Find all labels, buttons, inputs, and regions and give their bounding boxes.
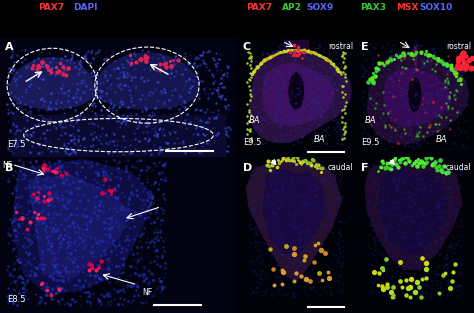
Text: SOX9: SOX9 <box>307 3 334 12</box>
Text: F: F <box>361 163 369 173</box>
Text: E9.5: E9.5 <box>243 138 261 147</box>
Text: caudal: caudal <box>446 163 472 172</box>
Text: C: C <box>243 42 251 52</box>
Polygon shape <box>28 175 130 279</box>
Text: PAX7: PAX7 <box>38 3 64 12</box>
Text: caudal: caudal <box>328 163 353 172</box>
Text: NF: NF <box>142 288 152 297</box>
Polygon shape <box>263 169 326 254</box>
Polygon shape <box>368 52 468 144</box>
Text: rostral: rostral <box>447 42 472 51</box>
Polygon shape <box>12 115 225 156</box>
Polygon shape <box>250 49 351 142</box>
Text: A: A <box>5 42 13 52</box>
Polygon shape <box>12 160 154 294</box>
Polygon shape <box>263 64 334 126</box>
Text: PAX3: PAX3 <box>360 3 386 12</box>
Polygon shape <box>95 53 199 109</box>
Text: MSX: MSX <box>396 3 418 12</box>
Polygon shape <box>9 58 95 109</box>
Text: AP2: AP2 <box>282 3 302 12</box>
Text: BA: BA <box>365 116 376 125</box>
Text: B: B <box>5 163 13 173</box>
Text: DAPI: DAPI <box>73 3 98 12</box>
Text: E: E <box>361 42 369 52</box>
Text: E9.5: E9.5 <box>361 138 380 147</box>
Text: SOX10: SOX10 <box>419 3 453 12</box>
Text: NF: NF <box>2 161 12 170</box>
Text: BA: BA <box>314 135 326 144</box>
Text: BA: BA <box>436 135 447 144</box>
Polygon shape <box>379 169 448 254</box>
Ellipse shape <box>289 73 303 109</box>
Text: PAX7: PAX7 <box>246 3 273 12</box>
Text: BA: BA <box>249 116 260 125</box>
Polygon shape <box>246 160 341 282</box>
Polygon shape <box>365 160 462 269</box>
Text: D: D <box>243 163 252 173</box>
Text: E8.5: E8.5 <box>7 295 26 304</box>
Text: rostral: rostral <box>328 42 353 51</box>
Polygon shape <box>384 68 450 126</box>
Ellipse shape <box>409 78 421 111</box>
Text: E7.5: E7.5 <box>7 140 26 149</box>
